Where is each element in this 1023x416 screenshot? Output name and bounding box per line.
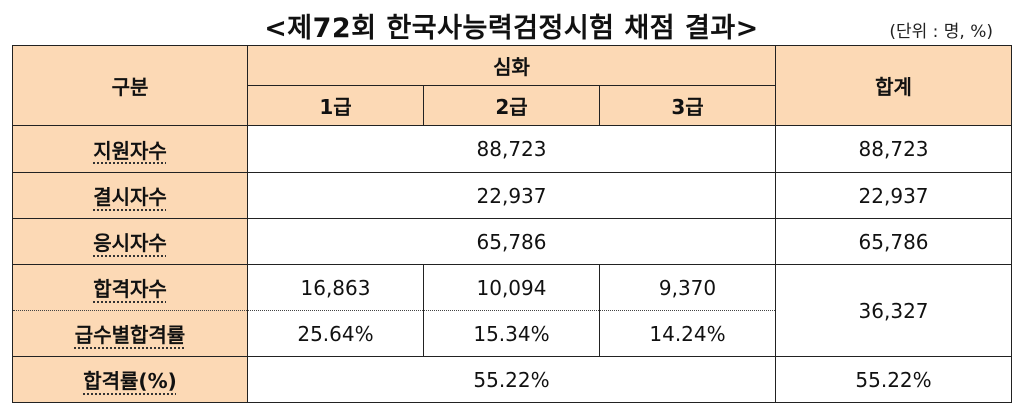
header-advanced: 심화: [246, 45, 777, 86]
cell-passers-grade1: 16,863: [247, 264, 424, 311]
cell-examinees-total: 65,786: [775, 218, 1013, 265]
header-row-top: 구분 심화 합계: [12, 45, 1013, 126]
table-row: 결시자수 22,937 22,937: [12, 172, 1013, 219]
table-row: 급수별합격률 25.64% 15.34% 14.24%: [12, 310, 1012, 357]
cell-rate-grade1: 25.64%: [247, 310, 424, 357]
cell-rate-grade2: 15.34%: [423, 310, 600, 357]
results-table: 구분 심화 합계 1급 2급 3급 지원자수 88,723 88,723 결시자…: [12, 45, 1013, 403]
cell-pass-rate-advanced: 55.22%: [246, 356, 777, 403]
row-label-text: 응시자수: [93, 231, 167, 255]
cell-absentees-advanced: 22,937: [246, 172, 777, 219]
cell-passers-grade2: 10,094: [423, 264, 600, 311]
row-label-grade-pass-rate: 급수별합격률: [12, 310, 248, 357]
row-label-applicants: 지원자수: [12, 125, 248, 173]
cell-passers-total: 36,327: [775, 264, 1013, 357]
header-grade1: 1급: [247, 85, 424, 126]
cell-pass-rate-total: 55.22%: [775, 356, 1013, 403]
cell-passers-grade3: 9,370: [598, 264, 777, 311]
row-label-pass-rate: 합격률(%): [12, 356, 248, 403]
unit-note: (단위 : 명, %): [889, 22, 993, 42]
table-row: 합격자수 16,863 10,094 9,370 36,327: [12, 264, 1013, 357]
cell-examinees-advanced: 65,786: [246, 218, 777, 265]
header-total: 합계: [775, 45, 1013, 126]
cell-applicants-total: 88,723: [775, 125, 1013, 173]
row-label-passers: 합격자수: [12, 264, 248, 311]
row-label-text: 지원자수: [93, 138, 167, 163]
row-label-text: 급수별합격률: [74, 323, 186, 347]
page-title: <제72회 한국사능력검정시험 채점 결과>: [264, 13, 759, 44]
table-row: 지원자수 88,723 88,723: [12, 125, 1013, 173]
header-row-grades: 1급 2급 3급: [13, 85, 1012, 126]
row-label-text: 결시자수: [93, 185, 167, 209]
row-label-absentees: 결시자수: [12, 172, 248, 219]
header-grade3: 3급: [598, 85, 777, 126]
row-label-examinees: 응시자수: [12, 218, 248, 265]
cell-absentees-total: 22,937: [775, 172, 1013, 219]
header-category: 구분: [12, 45, 248, 126]
row-label-text: 합격률(%): [83, 369, 177, 393]
cell-rate-grade3: 14.24%: [598, 310, 777, 357]
row-label-text: 합격자수: [93, 277, 167, 301]
table-row: 응시자수 65,786 65,786: [12, 218, 1013, 265]
cell-applicants-advanced: 88,723: [246, 125, 777, 173]
header-grade2: 2급: [423, 85, 600, 126]
table-row: 합격률(%) 55.22% 55.22%: [12, 356, 1013, 403]
